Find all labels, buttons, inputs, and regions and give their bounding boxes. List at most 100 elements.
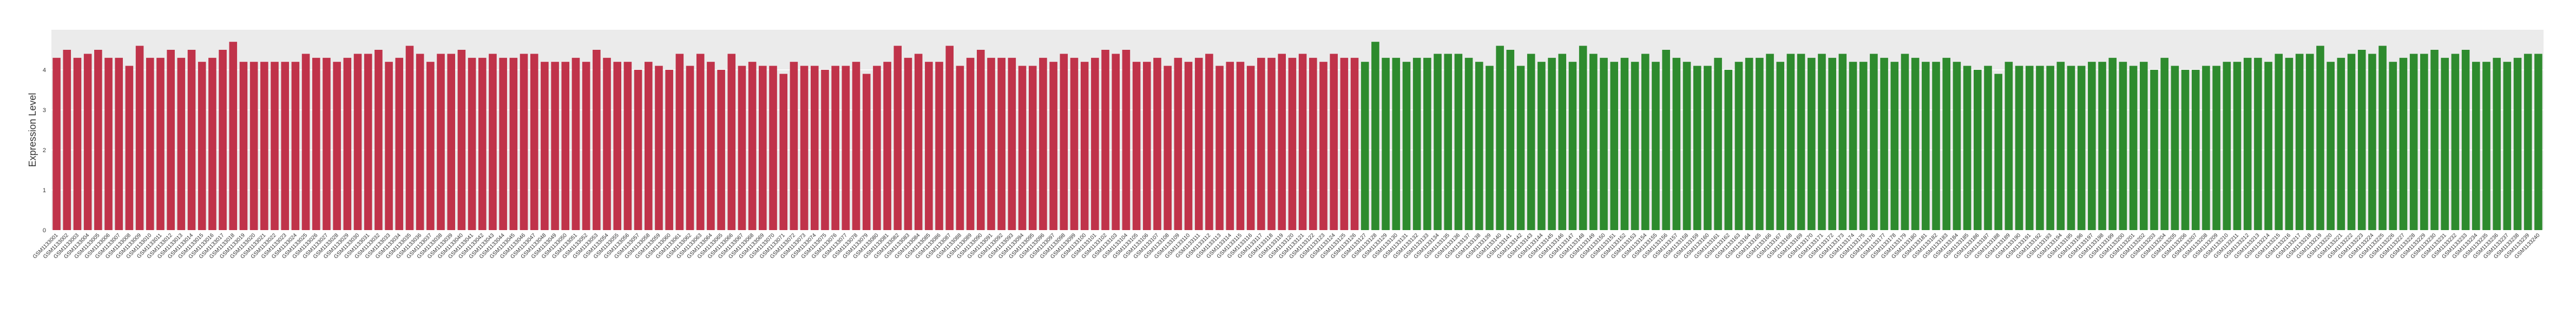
bar xyxy=(167,50,175,230)
bar xyxy=(2399,57,2408,231)
bar xyxy=(800,66,809,230)
bar xyxy=(582,62,590,230)
bar xyxy=(541,62,549,230)
bar xyxy=(229,42,238,230)
bar xyxy=(1091,57,1099,231)
bar xyxy=(852,62,860,230)
bar xyxy=(271,62,279,230)
bar xyxy=(249,62,258,230)
bar xyxy=(1371,42,1379,230)
bar xyxy=(2368,54,2376,231)
bar xyxy=(1828,57,1836,231)
bar xyxy=(634,70,642,230)
bar xyxy=(2191,70,2200,230)
plot-panel xyxy=(51,30,2544,230)
bar xyxy=(1641,54,1650,231)
bar xyxy=(1226,62,1234,230)
bar xyxy=(219,50,227,230)
bar xyxy=(1942,57,1951,231)
bar xyxy=(457,50,466,230)
bar xyxy=(1870,54,1878,231)
bar xyxy=(748,62,757,230)
bar xyxy=(2451,54,2460,231)
bar xyxy=(1309,57,1317,231)
bar xyxy=(1994,74,2002,230)
bar xyxy=(1101,50,1109,230)
bar xyxy=(2139,62,2148,230)
bar xyxy=(1350,57,1359,231)
bar xyxy=(1600,57,1608,231)
bar xyxy=(1890,62,1899,230)
bar xyxy=(1382,57,1390,231)
bar xyxy=(2015,66,2023,230)
bar xyxy=(821,70,829,230)
bar xyxy=(2461,50,2470,230)
bar xyxy=(1298,54,1307,231)
bar xyxy=(2046,66,2054,230)
bar xyxy=(239,62,248,230)
bar xyxy=(1080,62,1089,230)
bar xyxy=(842,66,850,230)
bar xyxy=(1714,57,1722,231)
bar xyxy=(665,70,673,230)
bar xyxy=(1330,54,1338,231)
bar xyxy=(945,45,954,230)
bar xyxy=(2025,66,2034,230)
bar xyxy=(1008,57,1016,231)
bar xyxy=(2005,62,2013,230)
bar xyxy=(1756,57,1764,231)
bar xyxy=(2357,50,2366,230)
bar xyxy=(707,62,715,230)
bar xyxy=(1112,54,1120,231)
bar xyxy=(1807,57,1816,231)
bar xyxy=(385,62,393,230)
bar xyxy=(1766,54,1774,231)
bar xyxy=(893,45,902,230)
bar xyxy=(1849,62,1857,230)
bar xyxy=(1548,57,1556,231)
bar xyxy=(312,57,320,231)
bar xyxy=(593,50,601,230)
bar xyxy=(125,66,134,230)
bar xyxy=(987,57,995,231)
bar xyxy=(810,66,819,230)
y-tick-label: 4 xyxy=(43,67,46,74)
y-axis-label: Expression Level xyxy=(27,93,38,167)
bar xyxy=(1745,57,1753,231)
bar xyxy=(2077,66,2086,230)
bar xyxy=(1475,62,1483,230)
bar xyxy=(1683,62,1691,230)
bar xyxy=(1672,57,1681,231)
bar xyxy=(2472,62,2480,230)
bar xyxy=(1537,62,1546,230)
bar xyxy=(1412,57,1421,231)
bar xyxy=(2327,62,2335,230)
bar xyxy=(966,57,975,231)
bar xyxy=(468,57,476,231)
bar xyxy=(323,57,331,231)
bar xyxy=(2243,57,2252,231)
bar xyxy=(499,57,507,231)
bar xyxy=(1734,62,1743,230)
bar xyxy=(2409,54,2418,231)
bar xyxy=(686,66,694,230)
bar xyxy=(1579,45,1587,230)
bar xyxy=(489,54,497,231)
bar xyxy=(104,57,113,231)
bar xyxy=(561,62,570,230)
bar xyxy=(1402,62,1411,230)
bar xyxy=(613,62,622,230)
bar xyxy=(1257,57,1265,231)
bar xyxy=(1516,66,1525,230)
bar xyxy=(2233,62,2242,230)
bar xyxy=(862,74,871,230)
bar xyxy=(1786,54,1795,231)
bar xyxy=(1205,54,1213,231)
bar xyxy=(2275,54,2283,231)
bar xyxy=(374,50,383,230)
bar xyxy=(759,66,767,230)
bar xyxy=(2524,54,2532,231)
bar xyxy=(2430,50,2439,230)
bar xyxy=(1215,66,1224,230)
bar xyxy=(1132,62,1141,230)
